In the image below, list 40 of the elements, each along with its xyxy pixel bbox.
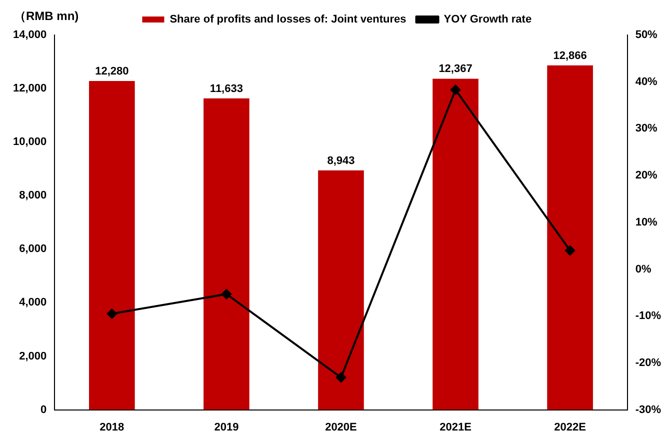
y2-tick-label: 50%: [635, 29, 658, 42]
x-tick-label: 2022E: [554, 421, 586, 434]
data-label: 12,280: [95, 66, 129, 78]
y-tick-label: 10,000: [12, 136, 47, 148]
point: [450, 84, 461, 95]
point: [106, 308, 117, 319]
y-tick-label: 8,000: [19, 190, 47, 202]
legend-label: YOY Growth rate: [444, 14, 532, 26]
bar: [432, 78, 478, 410]
y2-tick-label: 10%: [635, 216, 658, 228]
data-label: 11,633: [210, 82, 243, 95]
data-label: 8,943: [327, 154, 355, 167]
point: [221, 289, 232, 300]
x-tick-label: 2021E: [440, 421, 472, 434]
y-tick-label: 4,000: [19, 296, 47, 309]
y-tick-label: 2,000: [19, 350, 47, 362]
bar: [204, 98, 250, 410]
y2-tick-label: -20%: [635, 356, 662, 369]
y2-tick-label: -10%: [635, 310, 662, 322]
data-label: 12,866: [553, 50, 587, 62]
y2-tick-label: -30%: [635, 404, 662, 416]
y2-tick-label: 30%: [635, 122, 658, 135]
y2-tick-label: 0%: [635, 263, 652, 276]
x-tick-label: 2018: [100, 421, 124, 434]
x-tick-label: 2019: [214, 421, 239, 434]
y-tick-label: 14,000: [12, 29, 47, 42]
y-axis-title: （RMB mn): [14, 8, 79, 25]
point: [336, 372, 346, 382]
x-tick-label: 2020E: [325, 421, 357, 434]
bar: [318, 170, 364, 410]
y2-tick-label: 20%: [635, 170, 658, 182]
legend-label: Share of profits and losses of: Joint ventures: [170, 14, 406, 26]
bar: [547, 65, 593, 410]
point: [565, 246, 576, 256]
y-tick-label: 12,000: [12, 82, 47, 95]
bar: [89, 81, 135, 410]
y-tick-label: 6,000: [19, 243, 47, 256]
data-label: 12,367: [438, 63, 472, 76]
y2-tick-label: 40%: [635, 76, 658, 88]
y-tick-label: 0: [40, 404, 47, 416]
